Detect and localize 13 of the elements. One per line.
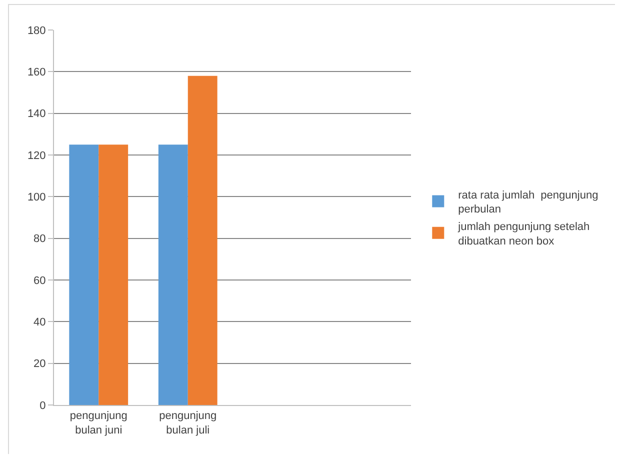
y-tick-label: 160: [27, 66, 46, 79]
y-tick-label: 60: [34, 274, 46, 287]
y-tick-label: 100: [27, 192, 46, 204]
y-tick-label: 180: [27, 24, 46, 37]
y-tick-label: 140: [27, 108, 46, 120]
legend-label: jumlah pengunjung setelah dibuatkan neon box: [457, 221, 590, 248]
y-tick-label: 0: [40, 400, 46, 412]
y-tick-label: 120: [27, 150, 46, 162]
y-tick-label: 20: [34, 358, 46, 370]
x-tick-label: pengunjung bulan juni: [70, 410, 128, 436]
y-tick-label: 40: [34, 316, 46, 329]
y-tick-label: 80: [34, 233, 46, 246]
x-tick-label: pengunjung bulan juli: [159, 410, 217, 436]
